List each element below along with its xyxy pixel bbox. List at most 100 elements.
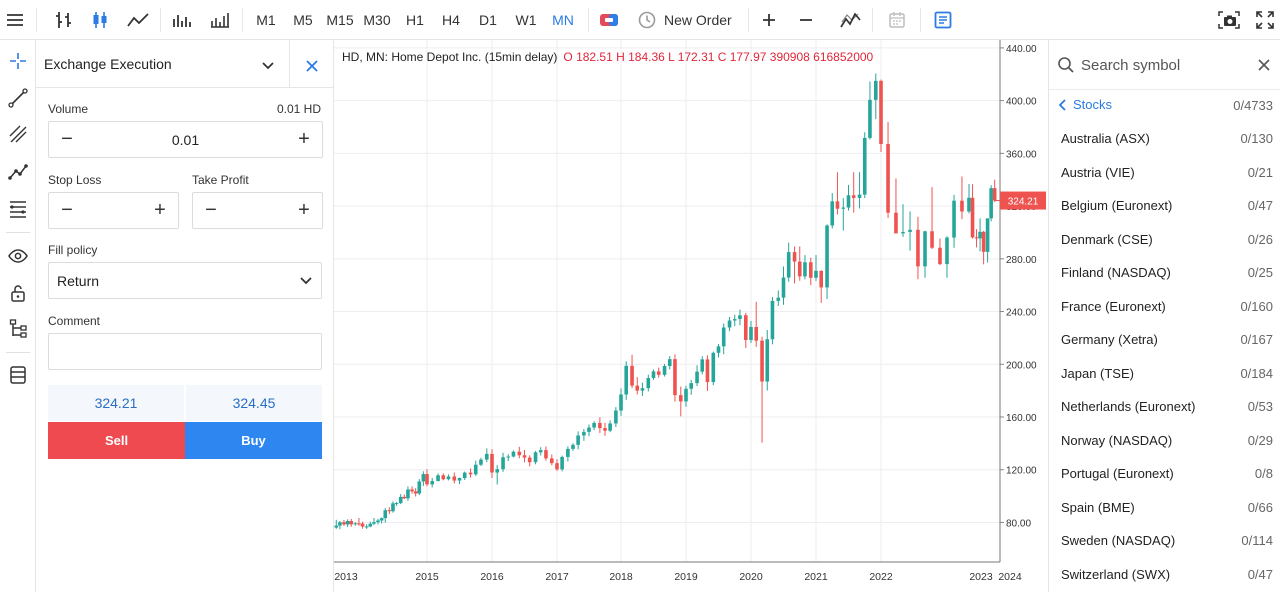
sell-button[interactable]: Sell bbox=[48, 422, 185, 459]
fibonacci-icon[interactable] bbox=[0, 192, 36, 226]
zoom-out-icon[interactable] bbox=[792, 0, 820, 40]
candle-body bbox=[689, 383, 693, 389]
timeframe-m30[interactable]: M30 bbox=[363, 12, 391, 28]
eye-icon[interactable] bbox=[0, 239, 36, 273]
timeframe-mn[interactable]: MN bbox=[552, 12, 574, 28]
exchange-count: 0/21 bbox=[1247, 164, 1273, 180]
execution-type-dropdown[interactable] bbox=[256, 54, 280, 78]
candle-body bbox=[835, 201, 840, 209]
fullscreen-icon[interactable] bbox=[1250, 0, 1280, 40]
chart-canvas[interactable]: 440.00400.00360.00320.00280.00240.00200.… bbox=[334, 40, 1048, 592]
take-profit-input[interactable] bbox=[229, 193, 286, 228]
candle-body bbox=[770, 300, 775, 340]
list-item[interactable]: Australia (ASX) 0/130 bbox=[1049, 122, 1280, 155]
exchange-count: 0/47 bbox=[1247, 198, 1273, 213]
candle-body bbox=[879, 80, 883, 145]
list-item[interactable]: Denmark (CSE) 0/26 bbox=[1049, 223, 1280, 256]
exchange-name: Belgium (Euronext) bbox=[1061, 198, 1173, 213]
close-panel-button[interactable] bbox=[300, 54, 324, 78]
fill-policy-select[interactable]: Return bbox=[48, 262, 322, 299]
list-item[interactable]: Japan (TSE) 0/184 bbox=[1049, 357, 1280, 390]
stop-loss-increase-button[interactable]: + bbox=[154, 199, 166, 221]
list-item[interactable]: Spain (BME) 0/66 bbox=[1049, 491, 1280, 524]
timeframe-m5[interactable]: M5 bbox=[293, 12, 313, 28]
list-item[interactable]: Netherlands (Euronext) 0/53 bbox=[1049, 390, 1280, 423]
candlestick-chart-type-icon[interactable] bbox=[86, 0, 114, 40]
comment-input[interactable] bbox=[48, 333, 322, 370]
polyline-icon[interactable] bbox=[0, 155, 36, 189]
timeframe-m15[interactable]: M15 bbox=[326, 12, 354, 28]
stop-loss-decrease-button[interactable]: − bbox=[61, 199, 73, 221]
volume-input[interactable]: 0.01 bbox=[171, 131, 200, 148]
database-icon[interactable] bbox=[0, 358, 36, 392]
volume-decrease-button[interactable]: − bbox=[61, 128, 73, 150]
list-item[interactable]: Belgium (Euronext) 0/47 bbox=[1049, 189, 1280, 222]
candle-body bbox=[436, 475, 440, 482]
chart-symbol-title: HD, MN: Home Depot Inc. (15min delay) bbox=[342, 50, 558, 64]
timeframe-d1[interactable]: D1 bbox=[479, 12, 497, 28]
screenshot-icon[interactable] bbox=[1214, 0, 1244, 40]
candle-body bbox=[938, 247, 942, 265]
candle-body bbox=[646, 377, 651, 389]
list-item[interactable]: Switzerland (SWX) 0/47 bbox=[1049, 558, 1280, 591]
candle-body bbox=[360, 523, 365, 527]
volume-increase-button[interactable]: + bbox=[298, 128, 310, 150]
candle-body bbox=[619, 394, 623, 411]
trend-line-icon[interactable] bbox=[0, 81, 36, 115]
lock-icon[interactable] bbox=[0, 276, 36, 310]
timeframe-m1[interactable]: M1 bbox=[256, 12, 276, 28]
take-profit-decrease-button[interactable]: − bbox=[205, 199, 217, 221]
trade-panel-icon[interactable] bbox=[928, 0, 958, 40]
timeframe-h1[interactable]: H1 bbox=[406, 12, 424, 28]
parallel-channel-icon[interactable] bbox=[0, 117, 36, 151]
stop-loss-input[interactable] bbox=[85, 193, 142, 228]
candle-body bbox=[754, 326, 758, 341]
list-item[interactable]: Austria (VIE) 0/21 bbox=[1049, 156, 1280, 189]
candle-body bbox=[851, 195, 856, 198]
timeframe-w1[interactable]: W1 bbox=[515, 12, 537, 28]
candle-body bbox=[868, 99, 872, 138]
candle-body bbox=[614, 410, 618, 424]
calendar-icon[interactable] bbox=[882, 0, 912, 40]
y-tick-label: 400.00 bbox=[1006, 97, 1037, 108]
chevron-down-icon bbox=[262, 62, 274, 70]
list-item[interactable]: Finland (NASDAQ) 0/25 bbox=[1049, 256, 1280, 289]
buy-button[interactable]: Buy bbox=[185, 422, 322, 459]
candle-body bbox=[716, 346, 721, 353]
candle-body bbox=[721, 327, 726, 347]
list-item[interactable]: Sweden (NASDAQ) 0/114 bbox=[1049, 524, 1280, 557]
y-tick-label: 80.00 bbox=[1006, 518, 1031, 529]
new-order-button[interactable]: New Order bbox=[638, 0, 738, 40]
volume-icon[interactable] bbox=[168, 0, 196, 40]
bar-chart-type-icon[interactable] bbox=[50, 0, 78, 40]
menu-icon[interactable] bbox=[0, 0, 30, 40]
object-tree-icon[interactable] bbox=[0, 312, 36, 346]
line-chart-type-icon[interactable] bbox=[124, 0, 152, 40]
zoom-in-icon[interactable] bbox=[755, 0, 783, 40]
crosshair-icon[interactable] bbox=[0, 44, 36, 78]
y-tick-label: 280.00 bbox=[1006, 255, 1037, 266]
exchange-name: Japan (TSE) bbox=[1061, 365, 1134, 381]
back-to-categories-button[interactable]: Stocks bbox=[1059, 97, 1112, 112]
candle-body bbox=[527, 457, 532, 463]
candle-body bbox=[421, 474, 426, 482]
indicators-icon[interactable] bbox=[836, 0, 866, 40]
candle-body bbox=[886, 144, 890, 213]
one-click-trading-icon[interactable] bbox=[596, 0, 622, 40]
search-input[interactable] bbox=[1081, 53, 1241, 77]
list-item[interactable]: Germany (Xetra) 0/167 bbox=[1049, 323, 1280, 356]
candle-body bbox=[656, 371, 661, 375]
timeframe-h4[interactable]: H4 bbox=[442, 12, 460, 28]
candle-body bbox=[490, 453, 494, 473]
close-icon bbox=[1258, 59, 1270, 71]
fill-policy-label: Fill policy bbox=[48, 243, 98, 257]
tick-volume-icon[interactable] bbox=[206, 0, 234, 40]
list-item[interactable]: Portugal (Euronext) 0/8 bbox=[1049, 457, 1280, 490]
price-chart[interactable]: 440.00400.00360.00320.00280.00240.00200.… bbox=[334, 40, 1048, 592]
list-item[interactable]: Norway (NASDAQ) 0/29 bbox=[1049, 424, 1280, 457]
candle-body bbox=[651, 371, 656, 378]
candle-body bbox=[727, 320, 732, 328]
list-item[interactable]: France (Euronext) 0/160 bbox=[1049, 290, 1280, 323]
take-profit-increase-button[interactable]: + bbox=[298, 199, 310, 221]
clear-search-button[interactable] bbox=[1253, 54, 1275, 76]
